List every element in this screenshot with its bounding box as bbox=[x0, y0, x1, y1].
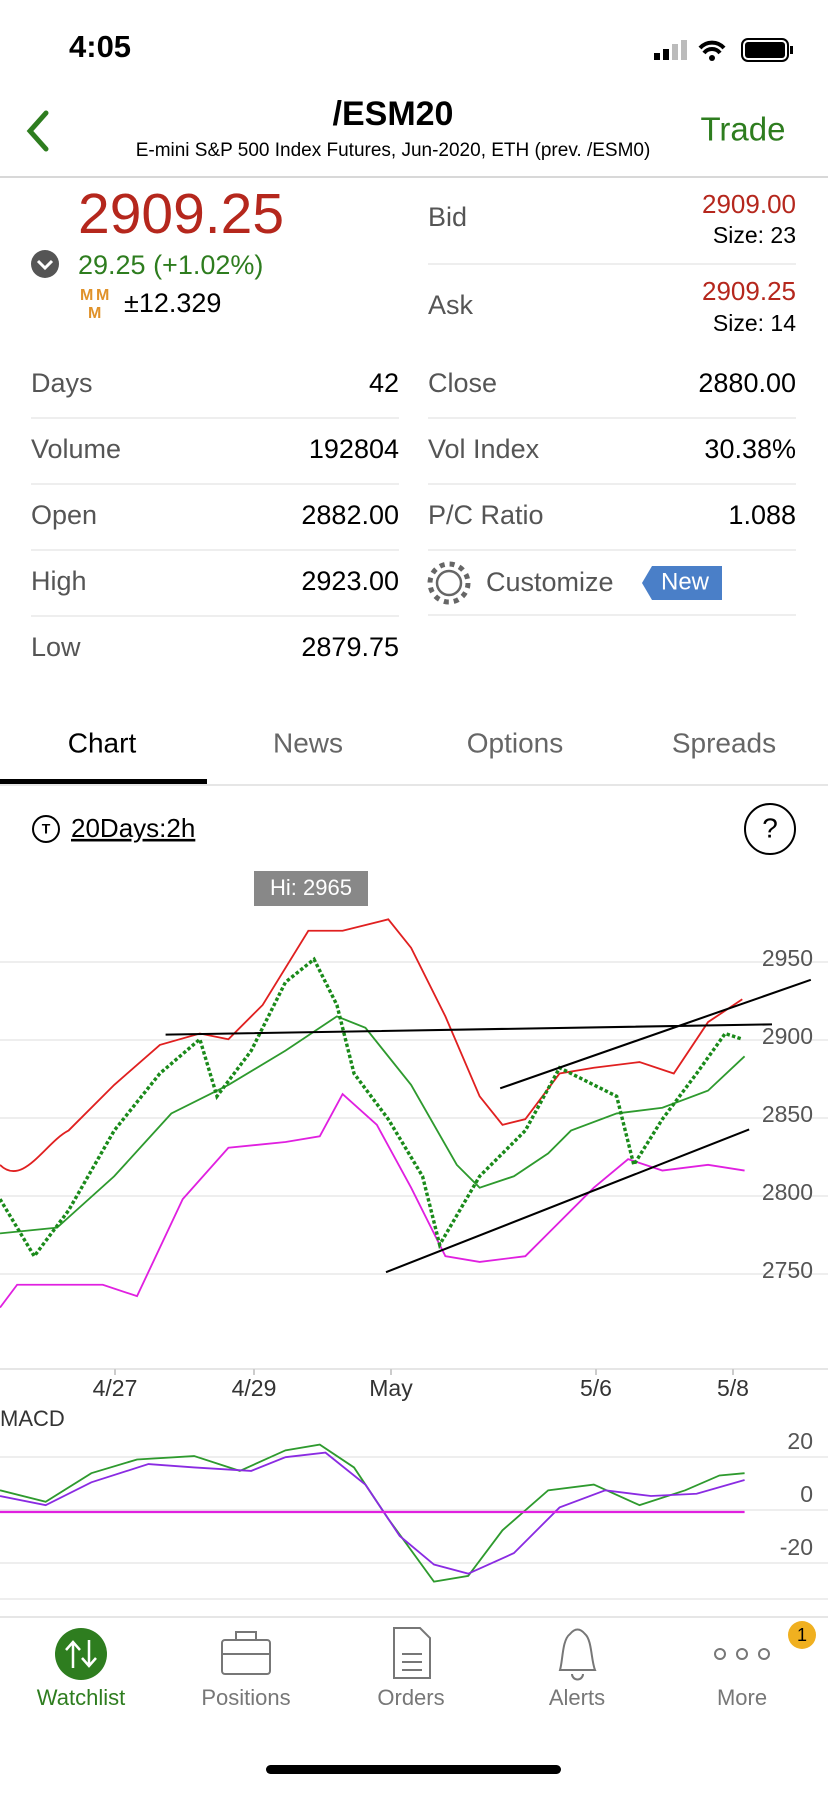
back-button[interactable] bbox=[26, 110, 49, 152]
period-icon bbox=[32, 815, 60, 843]
status-icons bbox=[654, 38, 793, 62]
ask-size: Size: 14 bbox=[713, 310, 796, 336]
svg-text:M: M bbox=[96, 287, 109, 304]
stat-value: 192804 bbox=[309, 434, 399, 464]
ask-price: 2909.25 bbox=[702, 276, 796, 306]
macd-tick-label: 20 bbox=[787, 1428, 813, 1454]
last-price: 2909.25 bbox=[78, 182, 284, 246]
svg-text:T: T bbox=[42, 821, 51, 837]
tab-bar-item[interactable]: More bbox=[717, 1685, 767, 1710]
active-tab-indicator bbox=[0, 779, 207, 784]
customize-label: Customize bbox=[486, 567, 614, 597]
mm-range: ±12.329 bbox=[124, 288, 221, 318]
tab[interactable]: Options bbox=[467, 727, 564, 758]
tab[interactable]: Spreads bbox=[672, 727, 776, 758]
y-tick-label: 2900 bbox=[762, 1023, 813, 1049]
ask-label: Ask bbox=[428, 290, 474, 320]
hi-label: Hi: 2965 bbox=[270, 875, 352, 900]
stat-label: Close bbox=[428, 368, 497, 398]
tab-bar-item[interactable]: Orders bbox=[377, 1685, 444, 1710]
tab-bar-item[interactable]: Positions bbox=[201, 1685, 290, 1710]
svg-text:M: M bbox=[80, 287, 93, 304]
bid-label: Bid bbox=[428, 202, 467, 232]
new-badge: New bbox=[661, 568, 710, 595]
stat-label: Volume bbox=[31, 434, 121, 464]
tab-icons bbox=[221, 1627, 770, 1681]
stat-value: 2879.75 bbox=[301, 632, 399, 662]
tab-strip: Chart News Options Spreads bbox=[68, 727, 776, 758]
tab[interactable]: Chart bbox=[68, 727, 137, 758]
period-selector[interactable]: 20Days:2h bbox=[71, 813, 195, 843]
tab-bar-item[interactable]: Alerts bbox=[549, 1685, 605, 1710]
macd-tick-label: -20 bbox=[780, 1534, 813, 1560]
stat-value: 42 bbox=[369, 368, 399, 398]
header-subtitle: E-mini S&P 500 Index Futures, Jun-2020, … bbox=[136, 140, 651, 161]
expand-toggle[interactable] bbox=[31, 250, 59, 278]
bid-price: 2909.00 bbox=[702, 189, 796, 219]
stat-label: Low bbox=[31, 632, 81, 662]
stat-label: High bbox=[31, 566, 87, 596]
price-chart: 2950 2900 2850 2800 2750 4/27 4/29 May 5/6 5/8 20 0… bbox=[0, 945, 828, 1564]
mm-icon: M MM bbox=[80, 287, 109, 322]
stat-value: 2880.00 bbox=[698, 368, 796, 398]
x-tick-label: 4/29 bbox=[232, 1375, 277, 1401]
macd-label: MACD bbox=[0, 1406, 65, 1431]
x-tick-label: May bbox=[369, 1375, 413, 1401]
stat-value: 1.088 bbox=[728, 500, 796, 530]
more-badge bbox=[788, 1621, 816, 1649]
watchlist-icon bbox=[55, 1628, 107, 1680]
header-title: /ESM20 bbox=[333, 95, 454, 133]
y-tick-label: 2750 bbox=[762, 1257, 813, 1283]
x-tick-label: 5/8 bbox=[717, 1375, 749, 1401]
help-button[interactable] bbox=[744, 803, 796, 855]
stat-value: 2923.00 bbox=[301, 566, 399, 596]
stat-label: Days bbox=[31, 368, 93, 398]
y-tick-label: 2850 bbox=[762, 1101, 813, 1127]
tab-bar bbox=[0, 1617, 828, 1792]
tab-bar-items: Watchlist Positions Orders Alerts More bbox=[37, 1685, 767, 1710]
tab-bar-item[interactable]: Watchlist bbox=[37, 1685, 125, 1710]
status-time: 4:05 bbox=[69, 29, 131, 64]
svg-text:?: ? bbox=[762, 812, 778, 843]
x-tick-label: 5/6 bbox=[580, 1375, 612, 1401]
price-change: 29.25 (+1.02%) bbox=[78, 250, 263, 280]
hi-label-box bbox=[254, 871, 368, 906]
stat-value: 30.38% bbox=[704, 434, 796, 464]
stat-label: Vol Index bbox=[428, 434, 540, 464]
bid-size: Size: 23 bbox=[713, 222, 796, 248]
stats: Days 42 Volume 192804 Open 2882.00 High 2923.00… bbox=[31, 368, 796, 662]
svg-text:M: M bbox=[88, 305, 101, 322]
trade-button[interactable]: Trade bbox=[701, 111, 786, 148]
customize-button[interactable]: Customize New bbox=[427, 561, 722, 605]
chart-drawing bbox=[0, 918, 812, 1583]
stat-label: Open bbox=[31, 500, 97, 530]
tab[interactable]: News bbox=[273, 727, 343, 758]
x-tick-label: 4/27 bbox=[93, 1375, 138, 1401]
home-indicator bbox=[266, 1765, 561, 1774]
stat-label: P/C Ratio bbox=[428, 500, 544, 530]
more-badge-count: 1 bbox=[797, 1625, 807, 1645]
stat-value: 2882.00 bbox=[301, 500, 399, 530]
macd-tick-label: 0 bbox=[800, 1481, 813, 1507]
y-tick-label: 2950 bbox=[762, 945, 813, 971]
y-tick-label: 2800 bbox=[762, 1179, 813, 1205]
